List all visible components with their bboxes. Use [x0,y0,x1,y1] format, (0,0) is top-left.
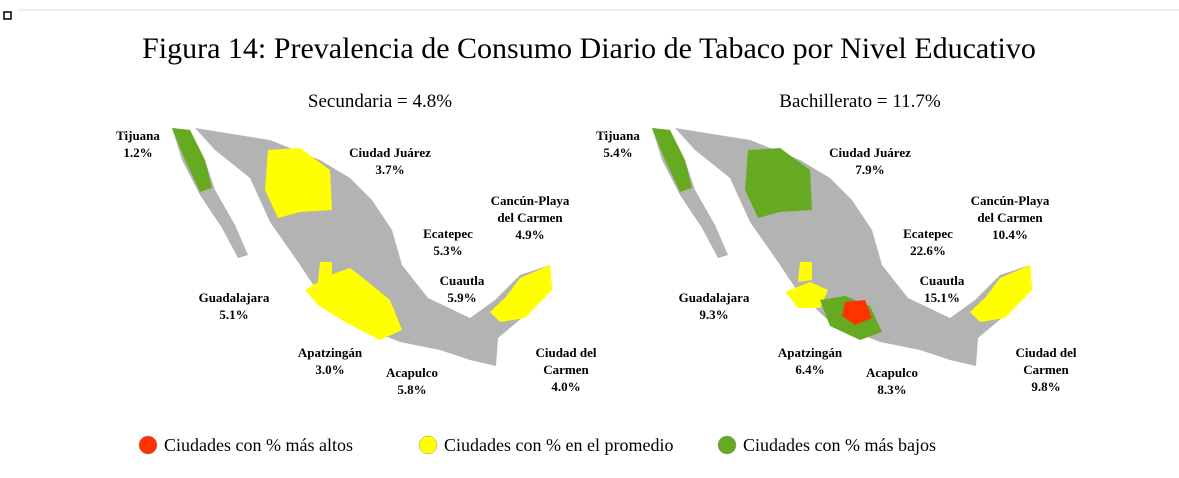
legend-swatch [138,435,158,455]
city-value: 5.9% [447,290,476,305]
city-name: del Carmen [977,210,1043,225]
legend-swatch [717,435,737,455]
city-name: Apatzingán [298,345,363,360]
legend-label: Ciudades con % en el promedio [444,435,673,455]
map-left [172,128,552,366]
city-value: 10.4% [992,227,1028,242]
city-value: 22.6% [910,243,946,258]
city-value: 4.0% [551,379,580,394]
panel-subtitle: Bachillerato = 11.7% [779,91,941,112]
city-value: 4.9% [515,227,544,242]
city-value: 3.7% [375,162,404,177]
city-value: 7.9% [855,162,884,177]
city-name: Tijuana [596,128,640,143]
city-value: 5.4% [603,145,632,160]
city-name: Guadalajara [199,290,270,305]
city-name: Ciudad del [535,345,596,360]
title: Figura 14: Prevalencia de Consumo Diario… [142,32,1036,65]
city-name: Cuautla [440,273,485,288]
city-value: 8.3% [877,382,906,397]
city-name: Ciudad Juárez [829,145,911,160]
map-right [652,128,1032,366]
city-name: Carmen [1023,362,1069,377]
city-name: Carmen [543,362,589,377]
legend-swatch [418,435,438,455]
city-name: del Carmen [497,210,563,225]
city-name: Acapulco [866,365,918,380]
city-value: 15.1% [924,290,960,305]
city-value: 5.3% [433,243,462,258]
city-name: Cuautla [920,273,965,288]
panel-subtitle: Secundaria = 4.8% [308,91,452,112]
city-name: Ecatepec [903,226,953,241]
city-value: 3.0% [315,362,344,377]
city-name: Acapulco [386,365,438,380]
city-name: Ciudad del [1015,345,1076,360]
city-name: Apatzingán [778,345,843,360]
corner-handle [3,11,12,20]
city-value: 9.3% [699,307,728,322]
city-name: Ecatepec [423,226,473,241]
city-name: Ciudad Juárez [349,145,431,160]
city-name: Cancún-Playa [491,193,570,208]
legend-label: Ciudades con % más bajos [743,435,936,455]
city-value: 9.8% [1031,379,1060,394]
city-name: Guadalajara [679,290,750,305]
city-value: 1.2% [123,145,152,160]
city-value: 6.4% [795,362,824,377]
city-name: Cancún-Playa [971,193,1050,208]
city-value: 5.1% [219,307,248,322]
city-name: Tijuana [116,128,160,143]
legend-label: Ciudades con % más altos [164,435,353,455]
city-value: 5.8% [397,382,426,397]
